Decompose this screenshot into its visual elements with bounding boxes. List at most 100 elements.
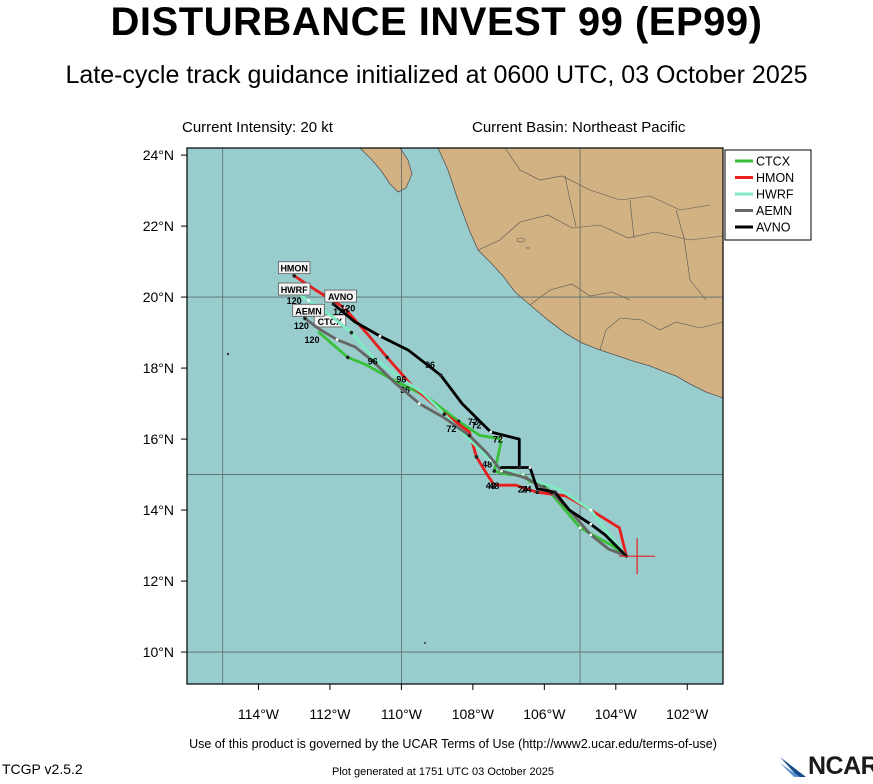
ncar-swoosh-icon (780, 757, 806, 777)
legend-label-aemn: AEMN (756, 204, 792, 218)
lat-tick-label: 18°N (143, 360, 174, 376)
forecast-hour-label: 120 (294, 321, 309, 331)
lat-tick-label: 22°N (143, 218, 174, 234)
forecast-hour-label: 72 (471, 420, 481, 430)
lon-tick-label: 106°W (523, 706, 566, 722)
ncar-logo: NCAR (778, 752, 873, 780)
forecast-hour-label: 24 (518, 484, 528, 494)
track-point (438, 373, 443, 377)
map-frame (186, 147, 724, 685)
land-masses (226, 148, 723, 644)
track-end-label: CTCX (318, 317, 343, 327)
track-point (335, 338, 339, 342)
track-point (492, 469, 497, 473)
current-intensity: Current Intensity: 20 kt (182, 119, 333, 136)
track-point (303, 316, 307, 321)
track-point (442, 412, 447, 417)
track-point (385, 355, 389, 360)
lon-tick-label: 102°W (666, 706, 709, 722)
track-point (292, 273, 297, 278)
track-end-box (277, 282, 311, 296)
track-point (500, 469, 503, 473)
forecast-hour-label: 24 (521, 484, 531, 494)
state-borders (477, 148, 723, 351)
plot-generated: Plot generated at 1751 UTC 03 October 20… (332, 766, 554, 778)
forecast-hour-label: 96 (425, 360, 435, 370)
terms-of-use: Use of this product is governed by the U… (189, 737, 717, 751)
lat-tick-label: 12°N (143, 573, 174, 589)
track-point (589, 522, 593, 526)
map-title: DISTURBANCE INVEST 99 (EP99) (110, 0, 763, 44)
forecast-hour-label: 120 (340, 303, 355, 313)
map-ticks (181, 154, 688, 690)
track-point (489, 430, 493, 434)
map-subtitle: Late-cycle track guidance initialized at… (65, 61, 808, 89)
legend-label-hwrf: HWRF (756, 188, 794, 202)
track-end-label: AVNO (328, 292, 353, 302)
lat-tick-label: 20°N (143, 289, 174, 305)
forecast-hour-label: 72 (493, 435, 503, 445)
lat-tick-label: 10°N (143, 644, 174, 660)
mexico-mainland (437, 148, 723, 399)
track-point (589, 533, 593, 537)
forecast-hour-label: 120 (287, 296, 302, 306)
track-legend: CTCX HMON HWRF AEMN AVNO (724, 149, 812, 241)
forecast-hour-label: 72 (446, 424, 456, 434)
track-point (589, 508, 593, 512)
map-grid (187, 148, 723, 684)
track-point (307, 299, 310, 303)
track-end-label: AEMN (295, 306, 322, 316)
lon-tick-label: 112°W (309, 706, 351, 722)
islas-marias (516, 237, 526, 243)
track-point (349, 330, 354, 335)
lon-tick-label: 114°W (238, 706, 280, 722)
baja-california (359, 148, 413, 193)
track-point (535, 490, 539, 495)
track-end-label: HMON (280, 264, 308, 274)
map-tick-labels: 114°W 112°W 110°W 108°W 106°W 104°W 102°W 10°N 1… (143, 147, 709, 722)
track-end-label: HWRF (281, 285, 308, 295)
socorro-island (226, 352, 230, 356)
forecast-hour-label: 96 (396, 374, 406, 384)
track-point (500, 437, 503, 441)
tcgp-version: TCGP v2.5.2 (2, 761, 83, 777)
forecast-hour-label: 48 (482, 459, 492, 469)
lon-tick-label: 108°W (452, 706, 495, 722)
lat-tick-label: 14°N (143, 502, 174, 518)
track-end-box (277, 261, 311, 275)
forecast-hour-label: 96 (368, 357, 378, 367)
initial-position-marker (619, 538, 656, 575)
forecast-hour-label: 72 (468, 417, 478, 427)
track-point (467, 433, 472, 438)
forecast-tracks: 487296120CTCX2448120HMON487296120HWRF247… (277, 261, 628, 558)
forecast-hour-label: 48 (489, 481, 499, 491)
track-point (553, 490, 557, 495)
track-point (474, 455, 479, 459)
track-point (578, 526, 582, 530)
track-point (492, 483, 496, 487)
track-point (517, 465, 522, 470)
forecast-hour-label: 48 (486, 481, 496, 491)
track-point (417, 402, 421, 405)
lon-tick-label: 104°W (595, 706, 638, 722)
lat-tick-label: 24°N (143, 147, 174, 163)
track-point (371, 359, 375, 363)
clarion-islet (424, 642, 426, 644)
track-point (400, 377, 403, 381)
track-point (342, 306, 346, 310)
track-point (378, 334, 382, 338)
current-basin: Current Basin: Northeast Pacific (472, 119, 686, 136)
legend-label-hmon: HMON (756, 171, 794, 185)
legend-label-avno: AVNO (756, 221, 791, 235)
track-point (346, 355, 350, 360)
track-end-box (292, 303, 325, 317)
track-end-box (324, 289, 357, 303)
lat-tick-label: 16°N (143, 431, 174, 447)
ncar-logo-text: NCAR (808, 752, 873, 780)
track-point (331, 302, 336, 306)
islet (526, 246, 530, 250)
legend-label-ctcx: CTCX (756, 155, 791, 169)
lon-tick-label: 110°W (381, 706, 423, 722)
